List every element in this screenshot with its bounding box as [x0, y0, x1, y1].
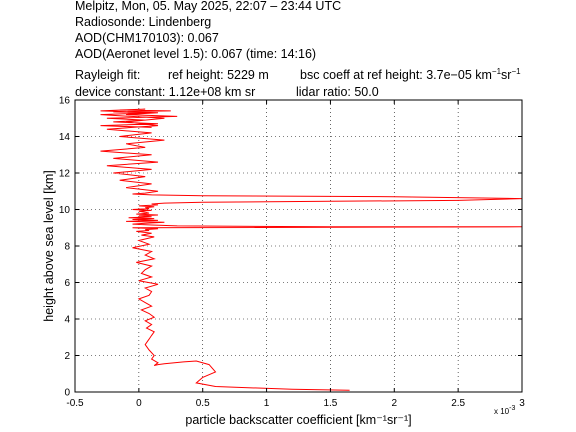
ref-height-info: ref height: 5229 m	[168, 68, 269, 82]
y-tick-label: 2	[64, 351, 70, 362]
bsc-coeff-info: bsc coeff at ref height: 3.7e−05 km−1sr−…	[300, 67, 521, 83]
bsc-coeff-unit: sr	[501, 68, 512, 82]
bsc-coeff-prefix: bsc coeff at ref height: 3.7e−05 km	[300, 68, 492, 82]
y-tick-label: 8	[64, 242, 70, 253]
x-tick-label: -0.5	[66, 398, 84, 409]
x-tick-label: 0	[136, 398, 142, 409]
x-tick-label: 1	[264, 398, 270, 409]
tick-marks	[74, 99, 523, 393]
title-location-time: Melpitz, Mon, 05. May 2025, 22:07 – 23:4…	[75, 0, 342, 13]
y-tick-label: 12	[59, 169, 71, 180]
lidar-ratio-info: lidar ratio: 50.0	[296, 85, 379, 99]
aod-aeronet-info: AOD(Aeronet level 1.5): 0.067 (time: 14:…	[75, 47, 317, 61]
x-tick-label: 2	[392, 398, 398, 409]
bsc-coeff-exp2: −1	[511, 66, 521, 76]
radiosonde-info: Radiosonde: Lindenberg	[75, 15, 212, 29]
profile-series	[100, 108, 523, 391]
y-tick-label: 10	[59, 205, 71, 216]
y-tick-labels: 0 2 4 6 8 10 12 14 16	[59, 96, 71, 399]
bsc-coeff-exp1: −1	[491, 66, 502, 76]
x-tick-label: 1.5	[323, 398, 337, 409]
y-tick-label: 0	[64, 388, 70, 399]
grid-lines	[75, 100, 522, 392]
y-tick-label: 4	[64, 315, 70, 326]
rayleigh-fit-label: Rayleigh fit:	[75, 68, 141, 82]
x-tick-labels: -0.5 0 0.5 1 1.5 2 2.5 3	[66, 398, 525, 409]
y-tick-label: 6	[64, 278, 70, 289]
y-tick-label: 14	[59, 132, 71, 143]
x-tick-label: 0.5	[196, 398, 210, 409]
y-tick-label: 16	[59, 96, 71, 107]
device-constant-info: device constant: 1.12e+08 km sr	[75, 85, 256, 99]
aod-chm-info: AOD(CHM170103): 0.067	[75, 31, 219, 45]
y-axis-label: height above sea level [km]	[42, 170, 56, 321]
profile-line	[100, 108, 523, 391]
x-tick-label: 2.5	[451, 398, 465, 409]
x-tick-label: 3	[519, 398, 525, 409]
x-exponent-label: x 10-3	[494, 405, 515, 416]
x-axis-label: particle backscatter coefficient [km⁻¹sr…	[185, 413, 411, 427]
